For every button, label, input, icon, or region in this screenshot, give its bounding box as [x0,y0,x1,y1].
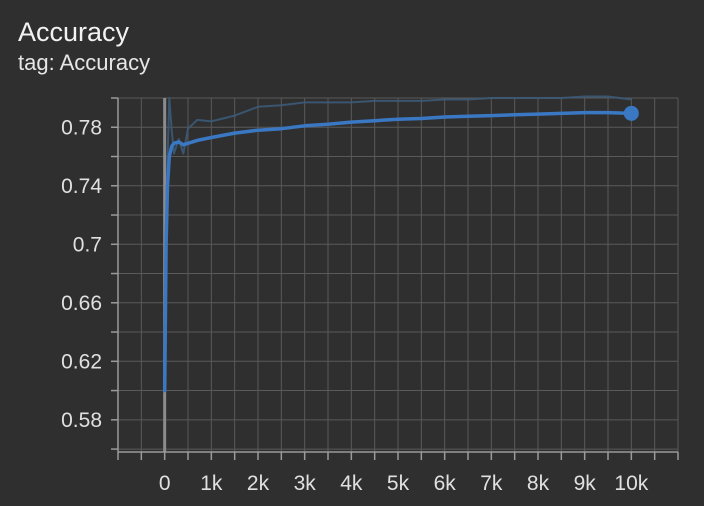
tick-label-layer: 0.58 0.62 0.66 0.7 0.74 0.78 0 1k 2k 3k 4k 5k 6k 7k 8k… [61,116,649,495]
x-tick-label: 9k [574,472,597,495]
series-layer [162,95,639,393]
last-point-marker [623,105,639,121]
x-tick-label: 6k [434,472,457,495]
chart-subtitle: tag: Accuracy [18,50,151,75]
y-tick-label: 0.62 [61,350,102,373]
y-tick-label: 0.66 [61,292,102,315]
y-tick-label: 0.74 [61,175,102,198]
x-tick-label: 2k [247,472,270,495]
smoothed-accuracy-line [162,110,634,393]
grid-layer [117,97,679,452]
raw-accuracy-line [163,95,632,391]
y-tick-label: 0.58 [61,409,102,432]
x-tick-label: 5k [387,472,410,495]
x-tick-label: 7k [480,472,503,495]
x-tick-label: 4k [340,472,363,495]
x-tick-label: 1k [200,472,223,495]
axis-layer [111,97,679,460]
x-tick-label: 8k [527,472,550,495]
y-tick-label: 0.78 [61,116,102,139]
x-tick-label: 3k [294,472,317,495]
x-tick-label: 10k [614,472,648,495]
x-tick-label: 0 [159,472,171,495]
y-tick-label: 0.7 [73,233,102,256]
chart-title: Accuracy [18,17,130,47]
